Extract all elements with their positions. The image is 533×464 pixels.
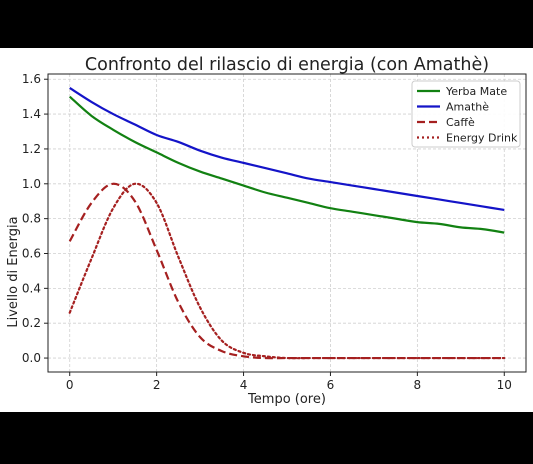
legend-box [411, 80, 521, 148]
x-tick-label: 6 [327, 378, 335, 392]
legend-entry: Caffè [446, 116, 475, 129]
line-chart: Confronto del rilascio di energia (con A… [6, 55, 527, 407]
legend-entry: Yerba Mate [445, 85, 507, 98]
x-tick-label: 4 [240, 378, 248, 392]
series-line [69, 87, 505, 212]
legend-entry: Amathè [446, 101, 489, 114]
y-axis-label: Livello di Energia [6, 216, 21, 327]
axis-ticks: 0 2 4 6 8 10 0.0 0.2 0.4 0.6 0.8 1.0 1.2 1.4 1.6 [22, 72, 512, 392]
chart-figure: Confronto del rilascio di energia (con A… [0, 48, 533, 412]
x-axis-label: Tempo (ore) [247, 392, 326, 407]
chart-title: Confronto del rilascio di energia (con A… [85, 55, 489, 75]
y-tick-label: 1.2 [22, 142, 41, 156]
series-layer [68, 87, 506, 360]
y-tick-label: 1.4 [22, 107, 41, 121]
series-line [68, 182, 506, 360]
x-tick-label: 8 [414, 378, 422, 392]
y-tick-label: 0.8 [22, 212, 41, 226]
y-tick-label: 0.2 [22, 316, 41, 330]
x-tick-label: 2 [153, 378, 161, 392]
x-tick-label: 10 [497, 378, 512, 392]
y-tick-label: 1.0 [22, 177, 41, 191]
x-tick-label: 0 [66, 378, 74, 392]
y-tick-label: 1.6 [22, 72, 41, 86]
series-line [68, 182, 505, 360]
legend: Yerba Mate Amathè Caffè Energy Drink [411, 80, 521, 148]
y-tick-label: 0.6 [22, 246, 41, 260]
plot-frame [47, 73, 527, 373]
y-tick-label: 0.0 [22, 351, 41, 365]
series-line [68, 95, 505, 234]
legend-entry: Energy Drink [446, 132, 518, 145]
y-tick-label: 0.4 [22, 281, 41, 295]
